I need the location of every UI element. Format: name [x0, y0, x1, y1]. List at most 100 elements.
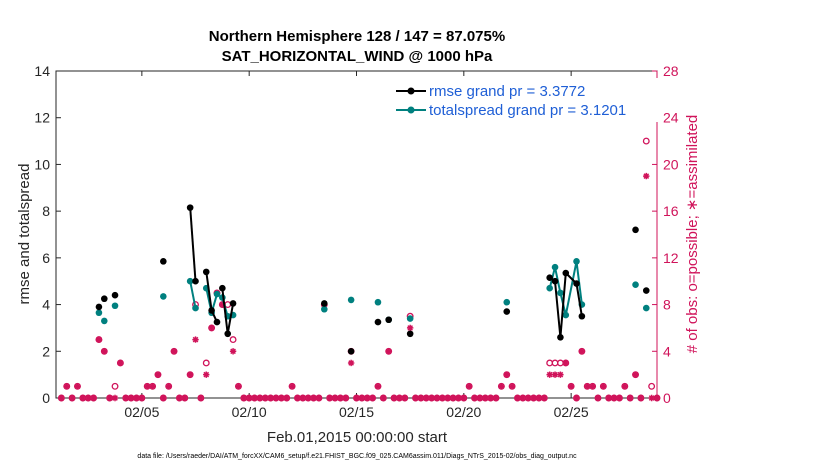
obs-assimilated-point: [170, 348, 178, 355]
obs-assimilated-point: [557, 371, 564, 378]
rmse-point: [111, 291, 119, 299]
obs-assimilated-point: [245, 394, 253, 402]
obs-assimilated-point: [525, 394, 532, 402]
spread-point: [562, 311, 570, 319]
right-y-tick-label: 20: [663, 156, 679, 172]
obs-assimilated-point: [616, 394, 623, 402]
obs-assimilated-point: [417, 394, 425, 402]
obs-assimilated-point: [433, 394, 441, 402]
obs-assimilated-point: [546, 371, 553, 378]
obs-assimilated-point: [465, 383, 473, 390]
obs-assimilated-point: [165, 383, 172, 390]
obs-assimilated-point: [149, 383, 156, 390]
obs-assimilated-point: [643, 172, 650, 180]
right-y-tick-label: 8: [663, 297, 671, 313]
right-y-tick-label: 24: [663, 110, 679, 126]
x-tick-label: 02/15: [339, 404, 374, 420]
obs-assimilated-point: [621, 383, 629, 390]
rmse-point: [229, 300, 237, 307]
obs-assimilated-point: [283, 394, 290, 402]
obs-assimilated-point: [95, 336, 103, 343]
obs-assimilated-point: [197, 394, 205, 402]
obs-assimilated-point: [530, 394, 537, 402]
x-tick-label: 02/20: [446, 404, 481, 420]
obs-assimilated-point: [364, 394, 371, 402]
obs-assimilated-point: [605, 394, 612, 402]
obs-assimilated-point: [412, 394, 419, 402]
right-axis-label: # of obs: o=possible; ∗=assimilated: [684, 115, 701, 354]
obs-assimilated-point: [428, 394, 435, 402]
obs-assimilated-point: [578, 348, 586, 355]
legend-rmse-label: rmse grand pr = 3.3772: [429, 83, 585, 100]
obs-assimilated-point: [267, 394, 274, 402]
obs-possible-point: [202, 359, 210, 367]
obs-assimilated-point: [347, 359, 355, 367]
legend-spread-label: totalspread grand pr = 3.1201: [429, 102, 626, 119]
spread-point: [642, 304, 650, 312]
obs-assimilated-point: [63, 383, 70, 390]
right-y-tick-label: 16: [663, 203, 679, 219]
rmse-point: [160, 258, 167, 265]
data-file-footer: data file: /Users/raeder/DAI/ATM_forcXX/…: [137, 453, 577, 460]
rmse-point: [213, 318, 221, 326]
legend: rmse grand pr = 3.3772 totalspread grand…: [393, 78, 661, 122]
legend-box: [393, 78, 661, 122]
rmse-point: [562, 269, 570, 277]
rmse-point: [202, 268, 210, 276]
obs-possible-point: [111, 382, 119, 390]
obs-assimilated-point: [144, 383, 151, 390]
y-tick-label: 14: [34, 63, 50, 79]
obs-assimilated-point: [106, 394, 113, 402]
obs-assimilated-point: [251, 394, 258, 402]
obs-assimilated-point: [160, 394, 167, 402]
obs-assimilated-point: [154, 371, 162, 378]
rmse-point: [385, 316, 392, 324]
rmse-point: [642, 287, 650, 294]
legend-rmse-marker: [407, 87, 415, 95]
obs-assimilated-point: [101, 348, 108, 355]
rmse-point: [347, 347, 355, 355]
rmse-point: [321, 300, 328, 307]
obs-assimilated-point: [369, 394, 376, 402]
spread-point: [100, 317, 108, 325]
x-tick-label: 02/10: [232, 404, 267, 420]
obs-assimilated-point: [176, 394, 183, 402]
rmse-point: [100, 295, 108, 303]
obs-assimilated-point: [138, 394, 146, 402]
obs-assimilated-point: [385, 348, 392, 355]
obs-assimilated-point: [192, 336, 199, 343]
spread-point: [347, 296, 355, 304]
obs-assimilated-point: [471, 394, 478, 402]
obs-assimilated-point: [256, 394, 264, 402]
rmse-point: [95, 303, 103, 311]
obs-assimilated-point: [203, 371, 210, 378]
obs-assimilated-point: [310, 394, 317, 402]
obs-assimilated-point: [181, 394, 188, 402]
rmse-point: [503, 308, 511, 315]
obs-assimilated-point: [514, 394, 521, 402]
obs-assimilated-point: [315, 394, 323, 402]
obs-assimilated-point: [84, 394, 92, 402]
spread-point: [321, 305, 328, 313]
obs-assimilated-point: [353, 394, 360, 402]
y-axis-label: rmse and totalspread: [16, 164, 33, 305]
rmse-point: [573, 280, 580, 287]
obs-assimilated-point: [186, 371, 194, 378]
spread-point: [186, 277, 194, 285]
obs-assimilated-point: [637, 394, 645, 402]
obs-assimilated-point: [380, 394, 387, 402]
right-y-tick-label: 0: [663, 390, 671, 406]
obs-assimilated-point: [122, 394, 129, 402]
obs-assimilated-point: [444, 394, 451, 402]
obs-assimilated-point: [519, 394, 527, 402]
obs-assimilated-point: [455, 394, 462, 402]
rmse-point: [186, 204, 194, 211]
spread-line: [189, 281, 197, 309]
obs-assimilated-point: [240, 394, 248, 402]
rmse-point: [219, 284, 226, 292]
obs-assimilated-point: [79, 394, 87, 402]
obs-possible-point: [648, 382, 656, 390]
obs-assimilated-point: [626, 394, 634, 402]
obs-assimilated-point: [288, 383, 296, 390]
